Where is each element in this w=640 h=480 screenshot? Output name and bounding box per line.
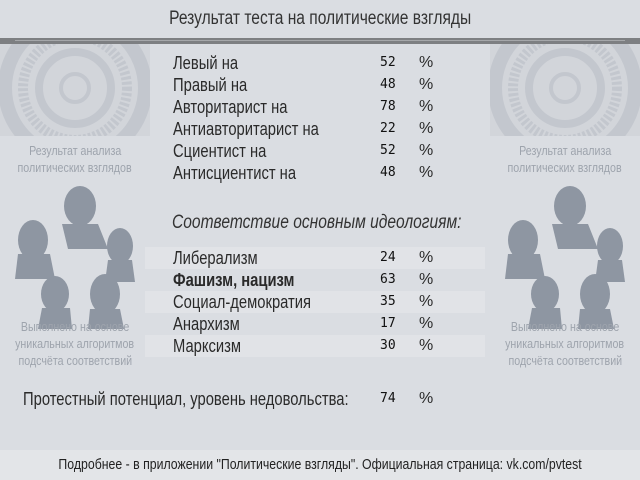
ideology-value: 63: [380, 272, 396, 287]
meander-medallion-icon: [490, 44, 640, 136]
ideology-label: Марксизм: [173, 336, 242, 356]
percent-sign: %: [419, 390, 434, 407]
axis-label: Антиавторитарист на: [173, 119, 319, 139]
protest-label: Протестный потенциал, уровень недовольст…: [23, 389, 349, 409]
axis-label: Антисциентист на: [173, 163, 297, 183]
axis-label: Авторитарист на: [173, 97, 288, 117]
ideology-label: Социал-демократия: [173, 292, 312, 312]
row-stripe: [145, 247, 485, 269]
percent-sign: %: [419, 76, 434, 93]
portraits-icon: [15, 186, 135, 329]
axis-value: 22: [380, 121, 396, 136]
axis-value: 48: [380, 77, 396, 92]
ideology-label: Либерализм: [173, 248, 258, 268]
ideology-value: 24: [380, 250, 396, 265]
axis-value: 52: [380, 55, 396, 70]
ideology-label: Анархизм: [173, 314, 240, 334]
axis-value: 78: [380, 99, 396, 114]
axis-value: 52: [380, 143, 396, 158]
percent-sign: %: [419, 54, 434, 71]
percent-sign: %: [419, 293, 434, 310]
percent-sign: %: [419, 120, 434, 137]
percent-sign: %: [419, 249, 434, 266]
meander-medallion-icon: [0, 44, 150, 136]
ideology-value: 17: [380, 316, 396, 331]
portraits-icon: [505, 186, 625, 329]
axis-value: 48: [380, 165, 396, 180]
percent-sign: %: [419, 337, 434, 354]
ideology-label: Фашизм, нацизм: [173, 270, 295, 290]
ideology-value: 35: [380, 294, 396, 309]
page-title: Результат теста на политические взгляды: [168, 8, 472, 29]
percent-sign: %: [419, 164, 434, 181]
footer: Подробнее - в приложении "Политические в…: [0, 450, 640, 480]
row-stripe: [145, 335, 485, 357]
percent-sign: %: [419, 315, 434, 332]
protest-value: 74: [380, 391, 396, 406]
row-stripe: [145, 291, 485, 313]
percent-sign: %: [419, 271, 434, 288]
ideology-heading: Соответствие основным идеологиям:: [172, 212, 462, 233]
axis-label: Левый на: [173, 53, 239, 73]
axis-label: Правый на: [173, 75, 248, 95]
header-divider: [0, 38, 640, 44]
ideology-value: 30: [380, 338, 396, 353]
axis-label: Сциентист на: [173, 141, 267, 161]
percent-sign: %: [419, 98, 434, 115]
percent-sign: %: [419, 142, 434, 159]
